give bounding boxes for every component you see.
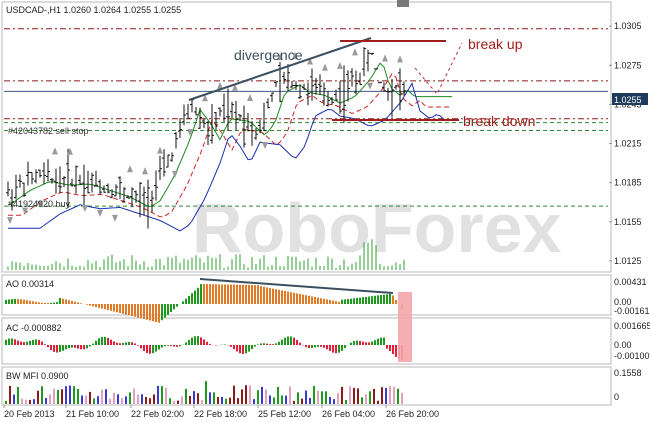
y-tick-label: 1.0305: [614, 21, 642, 31]
ac-label: AC -0.000882: [6, 323, 62, 333]
ao-tick-top: 0.00431: [614, 277, 647, 287]
fractal-marker: [187, 129, 193, 137]
divergence-line-price: [188, 37, 372, 101]
break-down-label: break down: [463, 113, 535, 129]
y-tick-label: 1.0155: [614, 217, 642, 227]
x-tick-label: 25 Feb 12:00: [258, 409, 311, 419]
fractal-marker: [247, 94, 253, 102]
fractal-marker: [217, 81, 223, 89]
mfi-label: BW MFI 0.0900: [6, 371, 69, 381]
last-price-badge-bg: [612, 93, 648, 105]
y-tick-label: 1.0125: [614, 256, 642, 266]
divergence-line-ao: [199, 278, 394, 294]
fractal-marker: [337, 61, 343, 69]
fractal-marker: [52, 147, 58, 155]
buy-label: #41924920 buy: [8, 199, 71, 209]
y-tick-label: 1.0185: [614, 178, 642, 188]
fractal-marker: [352, 48, 358, 56]
fractal-marker: [232, 83, 238, 91]
break-up-label: break up: [468, 36, 523, 52]
fractal-marker: [67, 147, 73, 155]
mfi-tick-zero: 0: [614, 392, 619, 402]
mfi-tick-top: 0.1558: [614, 368, 642, 378]
x-tick-label: 26 Feb 04:00: [322, 409, 375, 419]
fractal-marker: [292, 51, 298, 59]
x-tick-label: 26 Feb 20:00: [386, 409, 439, 419]
fractal-marker: [112, 214, 118, 222]
ac-tick-zero: 0.00: [614, 340, 632, 350]
fractal-marker: [82, 205, 88, 213]
fractal-marker: [172, 170, 178, 178]
x-tick-label: 21 Feb 10:00: [66, 409, 119, 419]
fractal-marker: [382, 54, 388, 62]
ao-highlight: [398, 292, 412, 362]
ao-tick-zero: 0.00: [614, 297, 632, 307]
x-tick-label: 20 Feb 2013: [4, 409, 55, 419]
sell-stop-label: #42043782 sell stop: [8, 126, 89, 136]
divergence-label: divergence: [234, 47, 303, 63]
symbol-header: USDCAD-,H1 1.0260 1.0264 1.0255 1.0255: [6, 5, 181, 15]
fractal-marker: [367, 82, 373, 90]
fractal-marker: [397, 55, 403, 63]
fractal-marker: [37, 200, 43, 208]
ao-panel-frame: [1, 274, 612, 316]
x-tick-label: 22 Feb 18:00: [194, 409, 247, 419]
ao-label: AO 0.00314: [6, 279, 54, 289]
ac-tick-top: 0.001665: [614, 321, 650, 331]
x-tick-label: 22 Feb 02:00: [131, 409, 184, 419]
price-panel-frame: [1, 1, 612, 273]
toolbar-handle[interactable]: [397, 0, 409, 7]
ao-tick-bottom: -0.00161: [614, 306, 650, 316]
fractal-marker: [262, 142, 268, 150]
fractal-marker: [157, 146, 163, 154]
fractal-marker: [142, 167, 148, 175]
y-tick-label: 1.0275: [614, 60, 642, 70]
fractal-marker: [322, 63, 328, 71]
ac-panel-frame: [1, 317, 612, 365]
fractal-marker: [127, 165, 133, 173]
fractal-marker: [202, 94, 208, 102]
watermark: RoboForex: [192, 189, 562, 267]
ma-red: [8, 73, 452, 218]
fractal-marker: [97, 209, 103, 217]
last-price-badge: 1.0255: [614, 95, 642, 105]
fractal-marker: [7, 217, 13, 225]
y-tick-label: 1.0215: [614, 139, 642, 149]
fractal-marker: [277, 53, 283, 61]
fractal-marker: [307, 57, 313, 65]
ac-tick-bottom: -0.00100: [614, 351, 650, 361]
ma-blue: [8, 82, 452, 232]
fractal-marker: [22, 207, 28, 215]
